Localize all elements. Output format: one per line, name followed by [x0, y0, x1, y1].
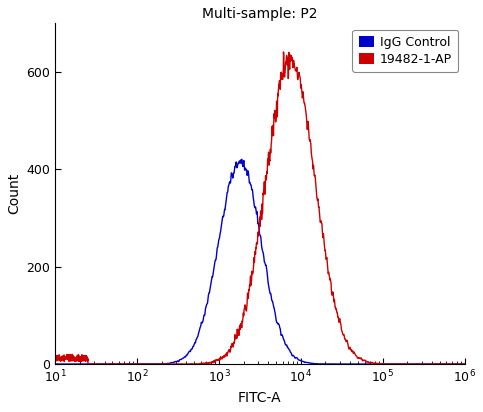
Title: Multi-sample: P2: Multi-sample: P2 — [202, 7, 318, 21]
Legend: IgG Control, 19482-1-AP: IgG Control, 19482-1-AP — [353, 30, 458, 72]
Y-axis label: Count: Count — [7, 173, 21, 214]
X-axis label: FITC-A: FITC-A — [238, 391, 282, 405]
